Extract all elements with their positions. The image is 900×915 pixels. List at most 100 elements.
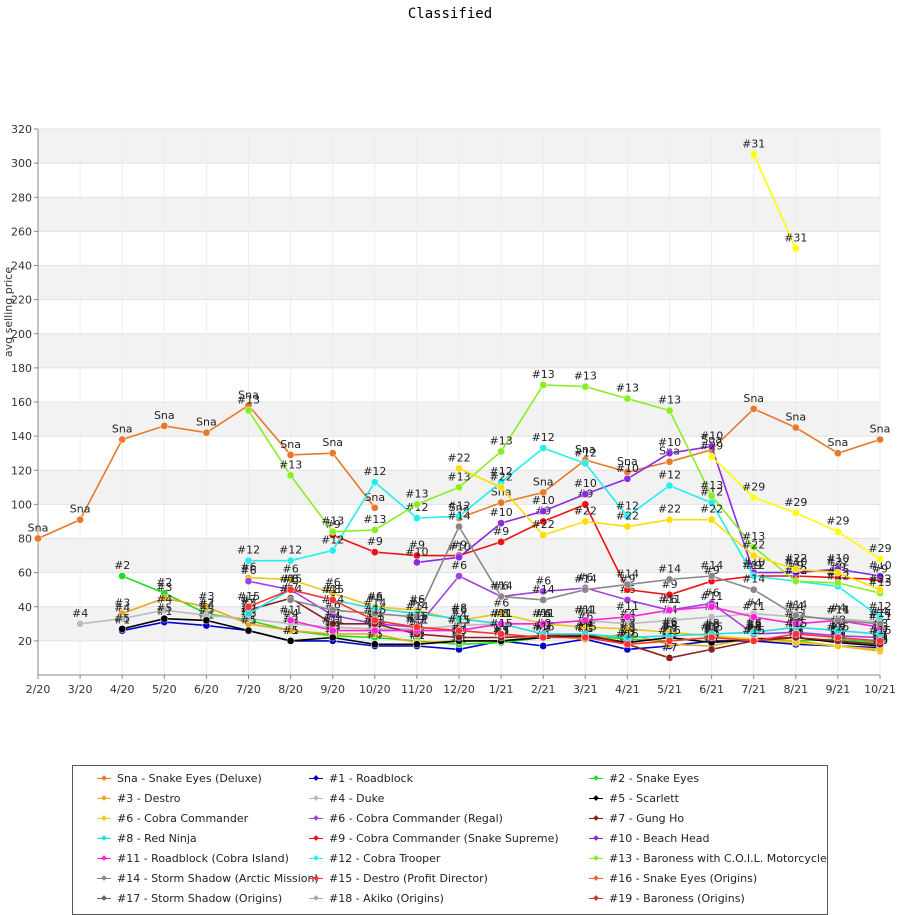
data-label: #15 — [237, 590, 260, 603]
data-label: #10 — [405, 545, 428, 558]
data-point — [370, 548, 379, 557]
data-label: #22 — [742, 539, 765, 552]
data-label: #14 — [405, 600, 428, 613]
data-label: Sna — [449, 501, 470, 514]
data-point — [623, 596, 632, 604]
legend-label: #11 - Roadblock (Cobra Island) — [117, 852, 289, 865]
data-point — [539, 587, 548, 596]
legend-label: #14 - Storm Shadow (Arctic Mission) — [117, 872, 319, 885]
data-label: #10 — [868, 559, 891, 572]
data-point — [834, 579, 842, 587]
x-tick-label: 2/20 — [26, 683, 51, 696]
data-label: #9 — [661, 578, 677, 591]
data-label: #9 — [872, 562, 888, 575]
data-point — [623, 625, 632, 633]
data-label: #22 — [532, 518, 555, 531]
legend-label: #18 - Akiko (Origins) — [329, 892, 444, 905]
data-label: Sna — [70, 503, 91, 516]
data-label: #2 — [703, 620, 719, 633]
x-tick-label: 11/20 — [401, 683, 433, 696]
data-label: Sna — [533, 475, 554, 488]
data-label: #15 — [616, 627, 639, 640]
data-label: #6 — [240, 564, 256, 577]
x-tick-label: 7/20 — [236, 683, 261, 696]
data-label: Sna — [785, 411, 806, 424]
data-label: Sna — [322, 436, 343, 449]
data-label: #12 — [532, 431, 555, 444]
data-point — [707, 645, 716, 654]
series-line — [247, 384, 881, 594]
x-tick-label: 10/21 — [864, 683, 896, 696]
data-point — [244, 406, 253, 415]
data-label: #8 — [703, 617, 719, 630]
legend-label: #5 - Scarlett — [609, 792, 679, 805]
legend-item: #16 - Snake Eyes (Origins) — [589, 872, 757, 885]
data-point — [497, 609, 505, 618]
legend-label: #3 - Destro — [117, 792, 181, 805]
data-label: #6 — [282, 573, 298, 586]
data-point — [791, 509, 800, 517]
data-label: #15 — [321, 583, 344, 596]
data-point — [791, 611, 800, 620]
data-label: #6 — [703, 586, 719, 599]
data-point — [707, 452, 716, 461]
y-tick-label: 20 — [18, 635, 32, 648]
data-label: #6 — [703, 619, 719, 632]
data-point — [160, 422, 169, 430]
data-point — [370, 640, 379, 649]
legend-item: #13 - Baroness with C.O.I.L. Motorcycle — [589, 852, 827, 865]
data-point — [707, 602, 716, 611]
series-line — [248, 576, 881, 651]
data-label: #6 — [451, 559, 467, 572]
data-label: #9 — [409, 539, 425, 552]
data-point — [665, 654, 674, 662]
data-label: Sna — [828, 436, 849, 449]
legend-label: #6 - Cobra Commander (Regal) — [329, 812, 503, 825]
data-label: #11 — [616, 600, 639, 613]
x-tick-label: 5/21 — [657, 683, 682, 696]
data-point — [455, 483, 463, 492]
data-point — [328, 527, 337, 536]
data-label: #4 — [156, 593, 172, 606]
data-point — [791, 565, 800, 574]
data-label: #4 — [72, 607, 88, 620]
data-label: #10 — [658, 436, 681, 449]
data-point — [539, 444, 548, 452]
data-label: #9 — [493, 525, 509, 538]
data-point — [413, 613, 421, 621]
legend-item: #18 - Akiko (Origins) — [309, 892, 444, 905]
data-point — [34, 534, 42, 543]
data-label: #15 — [532, 620, 555, 633]
data-point — [286, 596, 295, 604]
legend-label: #17 - Storm Shadow (Origins) — [117, 892, 283, 905]
data-label: #4 — [114, 602, 130, 615]
data-label: #14 — [447, 510, 470, 523]
series-line — [752, 154, 797, 249]
data-point — [370, 503, 379, 512]
data-point — [455, 572, 463, 580]
legend-marker — [97, 835, 111, 843]
legend-item: #6 - Cobra Commander — [97, 812, 248, 825]
data-point — [749, 585, 758, 594]
data-label: #6 — [535, 574, 551, 587]
y-tick-label: 320 — [11, 123, 32, 136]
data-point — [160, 614, 169, 623]
data-label: #14 — [489, 580, 512, 593]
data-point — [876, 572, 884, 580]
data-point — [539, 642, 548, 650]
data-point — [707, 572, 716, 580]
y-tick-label: 280 — [11, 191, 32, 204]
data-point — [244, 609, 253, 618]
data-point — [539, 596, 548, 604]
data-label: #13 — [237, 394, 260, 407]
data-label: #12 — [658, 469, 681, 482]
data-label: #14 — [784, 598, 807, 611]
data-point — [539, 619, 548, 628]
data-label: #12 — [574, 446, 597, 459]
legend-item: #11 - Roadblock (Cobra Island) — [97, 852, 289, 865]
data-label: #4 — [788, 600, 804, 613]
legend-item: #7 - Gung Ho — [589, 812, 684, 825]
data-point — [328, 606, 337, 615]
data-point — [707, 491, 716, 500]
